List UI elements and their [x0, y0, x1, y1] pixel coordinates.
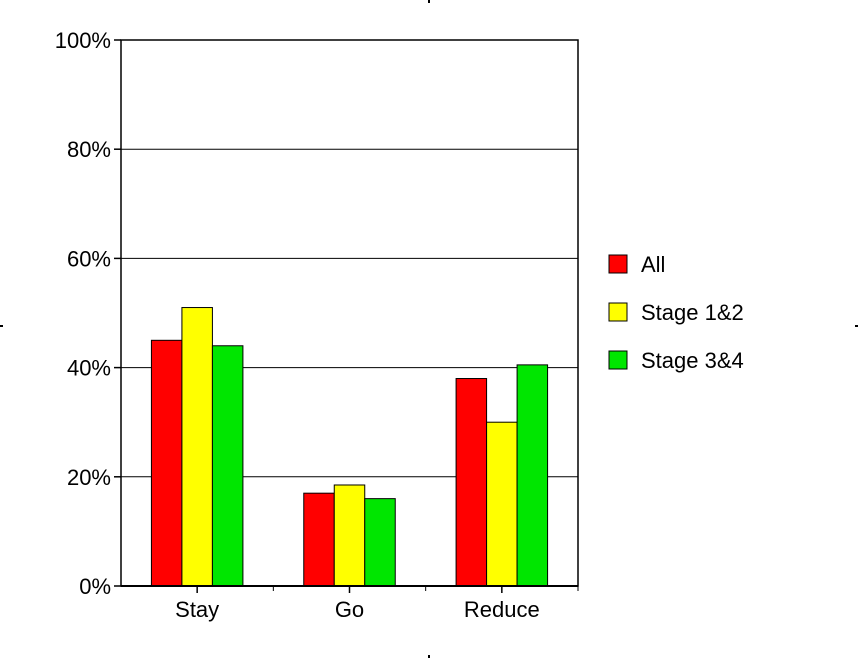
legend-label: Stage 1&2: [641, 300, 744, 325]
y-axis-ticks: 0% 20% 40% 60% 80% 100%: [55, 28, 121, 599]
bar-stay-all: [150, 339, 183, 587]
bar-reduce-stage-3-4: [516, 364, 549, 587]
x-tick-label: Reduce: [464, 597, 540, 622]
y-tick-label: 0%: [79, 574, 111, 599]
corner-mark: [428, 0, 430, 3]
corner-mark: [855, 325, 858, 327]
bar-stay-stage-1-2: [181, 307, 213, 587]
bars: [150, 307, 549, 587]
legend-swatch: [608, 302, 628, 322]
x-axis-ticks: Stay Go Reduce: [175, 586, 579, 622]
legend-swatch: [608, 350, 628, 370]
corner-mark: [428, 655, 430, 658]
bar-go-all: [303, 492, 335, 587]
y-tick-label: 60%: [67, 246, 111, 271]
x-tick-label: Stay: [175, 597, 219, 622]
legend: All Stage 1&2 Stage 3&4: [608, 252, 744, 373]
corner-mark: [0, 325, 3, 327]
legend-label: Stage 3&4: [641, 348, 744, 373]
bar-reduce-stage-1-2: [486, 421, 518, 587]
bar-reduce-all: [455, 378, 488, 587]
x-tick-label: Go: [335, 597, 364, 622]
y-tick-label: 100%: [55, 28, 111, 53]
y-tick-label: 80%: [67, 137, 111, 162]
legend-swatch: [608, 254, 628, 274]
bar-stay-stage-3-4: [211, 345, 244, 587]
y-tick-label: 20%: [67, 465, 111, 490]
y-tick-label: 40%: [67, 356, 111, 381]
bar-go-stage-1-2: [333, 484, 366, 587]
legend-label: All: [641, 252, 665, 277]
bar-go-stage-3-4: [364, 498, 396, 587]
